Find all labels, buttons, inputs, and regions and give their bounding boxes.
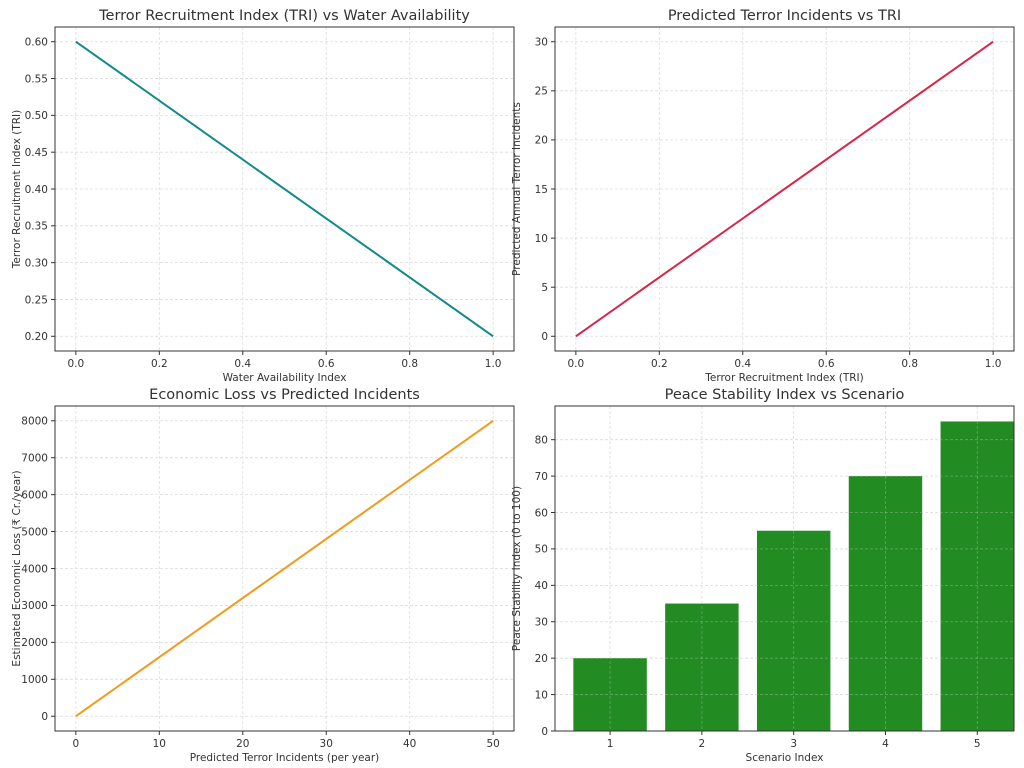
- bar-scenario-3: [756, 530, 831, 731]
- y-tick-label: 40: [535, 580, 548, 592]
- x-axis: 0 10 20 30 40 50: [73, 731, 500, 750]
- x-tick-label: 0: [73, 738, 80, 750]
- y-axis-label: Peace Stability Index (0 to 100): [511, 486, 523, 651]
- y-tick-label: 20: [535, 135, 548, 147]
- y-tick-label: 50: [535, 544, 548, 556]
- chart-title: Economic Loss vs Predicted Incidents: [149, 387, 420, 403]
- x-tick-label: 1.0: [485, 358, 502, 370]
- plot-frame: [554, 405, 1015, 732]
- x-axis-label: Scenario Index: [746, 752, 824, 764]
- series: [75, 40, 494, 338]
- y-tick-label: 80: [535, 434, 548, 446]
- x-tick-label: 1.0: [985, 358, 1002, 370]
- y-tick-label: 8000: [21, 416, 48, 428]
- x-tick-label: 2: [699, 738, 706, 750]
- y-axis-label: Terror Recruitment Index (TRI): [11, 110, 23, 270]
- x-tick-label: 0.2: [651, 358, 668, 370]
- chart-tri-vs-water: 0.0 0.2 0.4 0.6 0.8 1.00.200.250.300.350.400.…: [11, 8, 515, 384]
- x-tick-label: 0.8: [401, 358, 418, 370]
- y-tick-label: 5000: [21, 526, 48, 538]
- grid: [555, 27, 1014, 351]
- y-axis: 0 5 10 15 20 25 30: [535, 37, 555, 343]
- y-tick-label: 10: [535, 689, 548, 701]
- y-axis: 0 10 20 30 40 50 60 70 80: [535, 434, 555, 738]
- y-axis-label: Estimated Economic Loss (₹ Cr./year): [11, 470, 23, 666]
- x-axis-label: Terror Recruitment Index (TRI): [704, 372, 864, 384]
- y-tick-label: 2000: [21, 637, 48, 649]
- x-tick-label: 0.4: [234, 358, 251, 370]
- bar-scenario-5: [940, 421, 1014, 731]
- series: [555, 406, 1014, 732]
- y-tick-label: 0.60: [25, 37, 48, 49]
- y-tick-label: 0.50: [25, 110, 48, 122]
- x-axis-label: Water Availability Index: [223, 372, 347, 384]
- series-line: [575, 40, 994, 338]
- y-tick-label: 4000: [21, 563, 48, 575]
- y-tick-label: 0.55: [25, 73, 48, 85]
- y-tick-label: 0.25: [25, 294, 48, 306]
- x-tick-label: 50: [486, 738, 499, 750]
- y-tick-label: 70: [535, 471, 548, 483]
- y-tick-label: 0.30: [25, 257, 48, 269]
- y-tick-label: 7000: [21, 453, 48, 465]
- series: [75, 419, 494, 718]
- y-tick-label: 1000: [21, 674, 48, 686]
- y-tick-label: 0: [41, 711, 48, 723]
- chart-title: Terror Recruitment Index (TRI) vs Water …: [98, 8, 470, 24]
- y-tick-label: 3000: [21, 600, 48, 612]
- y-tick-label: 0: [541, 331, 548, 343]
- x-tick-label: 0.2: [151, 358, 168, 370]
- y-axis: 0 1000 2000 3000 4000 5000 6000 7000 8000: [21, 416, 55, 723]
- y-tick-label: 0.35: [25, 221, 48, 233]
- x-tick-label: 0.6: [818, 358, 835, 370]
- y-tick-label: 0.20: [25, 331, 48, 343]
- x-tick-label: 0.8: [901, 358, 918, 370]
- series-line: [75, 40, 494, 338]
- x-tick-label: 0.4: [734, 358, 751, 370]
- bar-scenario-1: [573, 658, 647, 731]
- y-tick-label: 25: [535, 86, 548, 98]
- x-tick-label: 30: [320, 738, 333, 750]
- y-axis-label: Predicted Annual Terror Incidents: [511, 102, 523, 276]
- x-tick-label: 0.0: [568, 358, 585, 370]
- y-tick-label: 0: [541, 726, 548, 738]
- x-tick-label: 0.6: [318, 358, 335, 370]
- x-tick-label: 10: [153, 738, 166, 750]
- x-tick-label: 0.0: [68, 358, 85, 370]
- chart-title: Peace Stability Index vs Scenario: [665, 387, 905, 403]
- y-tick-label: 10: [535, 233, 548, 245]
- x-tick-label: 20: [236, 738, 249, 750]
- chart-title: Predicted Terror Incidents vs TRI: [668, 8, 901, 24]
- bar-scenario-4: [848, 476, 923, 731]
- y-tick-label: 20: [535, 653, 548, 665]
- chart-loss-vs-incidents: 0 10 20 30 40 50 0 1000 2000 3000 4000 5000 6000 7000…: [11, 387, 515, 764]
- x-tick-label: 1: [607, 738, 614, 750]
- y-axis: 0.20 0.25 0.30 0.35 0.40 0.45 0.50 0.55 0.60: [25, 37, 55, 343]
- y-tick-label: 0.45: [25, 147, 48, 159]
- grid: [55, 406, 514, 731]
- y-tick-label: 60: [535, 507, 548, 519]
- x-tick-label: 3: [790, 738, 797, 750]
- series-line: [75, 419, 494, 718]
- y-tick-label: 6000: [21, 489, 48, 501]
- series: [575, 40, 994, 338]
- bar-scenario-2: [665, 603, 739, 731]
- x-axis-label: Predicted Terror Incidents (per year): [190, 752, 380, 764]
- x-tick-label: 4: [882, 738, 889, 750]
- x-tick-label: 40: [403, 738, 416, 750]
- grid: [55, 27, 514, 351]
- y-tick-label: 0.40: [25, 184, 48, 196]
- y-tick-label: 30: [535, 617, 548, 629]
- x-axis: 0.0 0.2 0.4 0.6 0.8 1.0: [568, 351, 1002, 370]
- y-tick-label: 30: [535, 37, 548, 49]
- y-tick-label: 5: [541, 282, 548, 294]
- y-tick-label: 15: [535, 184, 548, 196]
- x-axis: 1 2 3 4 5: [607, 731, 981, 750]
- x-tick-label: 5: [974, 738, 981, 750]
- chart-incidents-vs-tri: 0.0 0.2 0.4 0.6 0.8 1.0 0 5 10 15 20 25 30 Predicted …: [511, 8, 1015, 384]
- x-axis: 0.0 0.2 0.4 0.6 0.8 1.0: [68, 351, 502, 370]
